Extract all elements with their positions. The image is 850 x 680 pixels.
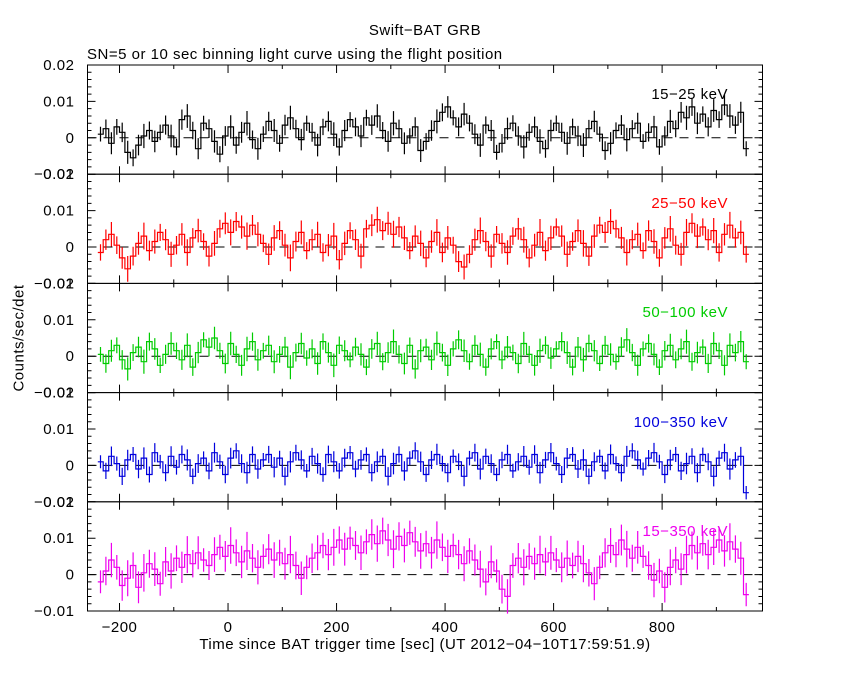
y-tick-label: 0.02 — [43, 57, 74, 74]
panel-2-ticks — [87, 282, 763, 394]
y-tick-label: 0 — [66, 239, 75, 256]
energy-label-1: 25−50 keV — [651, 195, 728, 213]
y-tick-label: −0.01 — [34, 385, 74, 402]
y-tick-label: 0.01 — [43, 530, 74, 547]
y-tick-label: 0.01 — [43, 203, 74, 220]
panel-3-ticks — [87, 392, 763, 503]
energy-label-0: 15−25 keV — [651, 86, 728, 103]
y-tick-label: 0.02 — [43, 494, 74, 511]
y-tick-label: 0.02 — [43, 275, 74, 292]
panel-3-error-bars — [99, 442, 747, 500]
panel-4-data-curve — [97, 530, 749, 597]
panel-4-error-bars — [99, 517, 747, 614]
y-tick-label: 0.01 — [43, 93, 74, 110]
y-tick-label: −0.01 — [34, 603, 74, 620]
panel-0-frame — [87, 64, 763, 175]
x-tick-label: 600 — [540, 619, 567, 636]
panel-0-data-curve — [97, 104, 749, 159]
y-tick-label: 0 — [66, 457, 75, 474]
y-tick-label: 0 — [66, 130, 75, 147]
x-tick-label: 400 — [432, 619, 459, 636]
chart-subtitle: SN=5 or 10 sec binning light curve using… — [87, 46, 503, 63]
panel-1-ticks — [87, 173, 763, 284]
y-tick-label: 0 — [66, 567, 75, 584]
panel-2-error-bars — [99, 326, 747, 381]
panel-1-data-curve — [97, 219, 749, 270]
panel-4-frame — [87, 501, 763, 612]
y-tick-label: −0.01 — [34, 494, 74, 511]
energy-label-2: 50−100 keV — [642, 304, 728, 322]
y-tick-label: −0.01 — [34, 275, 74, 292]
y-tick-label: 0 — [66, 348, 75, 365]
panel-0-error-bars — [99, 95, 747, 167]
energy-label-4: 15−350 keV — [642, 522, 728, 540]
y-tick-label: −0.01 — [34, 166, 74, 183]
y-tick-label: 0.01 — [43, 312, 74, 329]
x-tick-label: 800 — [649, 619, 676, 636]
x-axis-title: Time since BAT trigger time [sec] (UT 20… — [199, 636, 651, 653]
panel-3-frame — [87, 392, 763, 503]
y-tick-label: 0.01 — [43, 421, 74, 438]
chart-title: Swift−BAT GRB — [368, 22, 482, 39]
x-tick-label: 200 — [323, 619, 350, 636]
energy-label-3: 100−350 keV — [633, 413, 728, 431]
panel-1-frame — [87, 173, 763, 284]
panel-3-data-curve — [97, 450, 749, 494]
panel-1-error-bars — [99, 206, 747, 282]
panel-4-ticks — [87, 501, 763, 612]
y-tick-label: 0.02 — [43, 166, 74, 183]
y-tick-label: 0.02 — [43, 385, 74, 402]
panel-2-data-curve — [97, 337, 749, 370]
panel-2-frame — [87, 282, 763, 394]
x-tick-label: 0 — [224, 619, 233, 636]
panel-0-ticks — [87, 64, 763, 175]
x-tick-label: −200 — [102, 619, 138, 636]
